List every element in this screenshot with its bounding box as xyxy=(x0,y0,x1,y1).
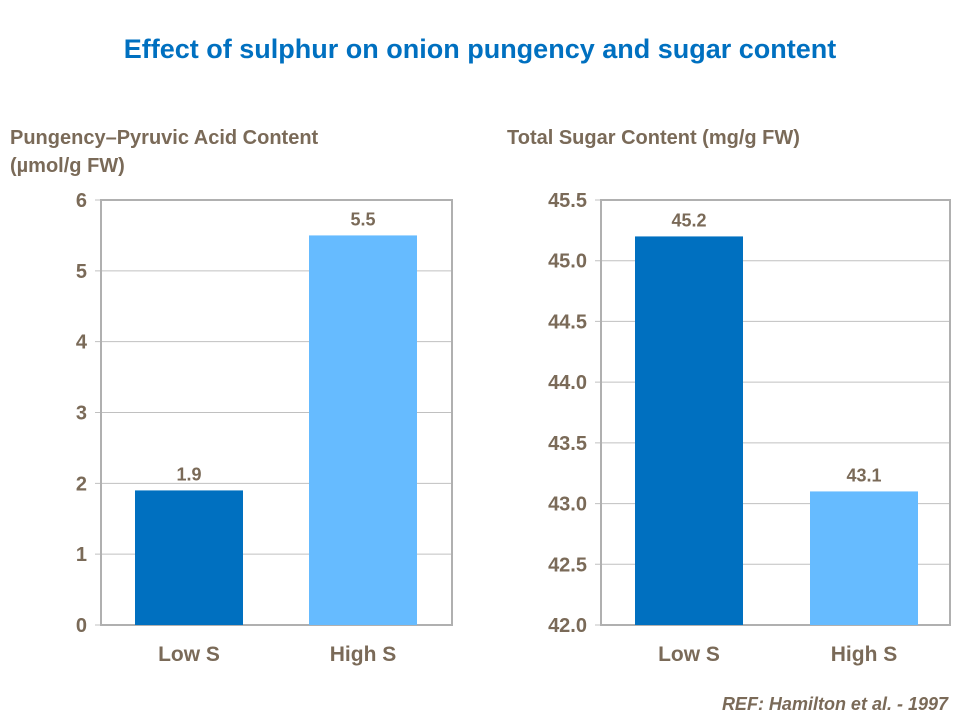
left-ytick-label: 4 xyxy=(76,332,88,354)
left-chart-ylabel: Pungency–Pyruvic Acid Content (µmol/g FW… xyxy=(10,124,318,180)
right-ylabel-line1: Total Sugar Content (mg/g FW) xyxy=(507,127,800,149)
left-ytick-label: 2 xyxy=(76,473,87,495)
right-bar-high-s xyxy=(810,491,918,625)
left-bar-low-s xyxy=(135,490,243,625)
left-ylabel-line2: (µmol/g FW) xyxy=(10,155,125,177)
right-data-label: 43.1 xyxy=(846,465,881,485)
left-ytick-label: 6 xyxy=(76,190,87,212)
right-xtick-label: High S xyxy=(831,643,898,666)
right-chart-ylabel: Total Sugar Content (mg/g FW) xyxy=(507,124,800,152)
left-xtick-label: High S xyxy=(330,643,397,666)
right-ytick-label: 43.0 xyxy=(548,494,587,516)
left-data-label: 5.5 xyxy=(350,209,375,229)
left-ytick-label: 5 xyxy=(76,261,87,283)
right-xtick-label: Low S xyxy=(658,643,720,666)
left-ytick-label: 1 xyxy=(76,544,87,566)
reference-note: REF: Hamilton et al. - 1997 xyxy=(721,694,948,714)
left-bar-high-s xyxy=(309,235,417,625)
left-plot-frame xyxy=(100,199,453,626)
left-ytick-label: 0 xyxy=(76,615,87,637)
right-ytick-label: 42.5 xyxy=(548,554,587,576)
right-bar-low-s xyxy=(635,236,743,625)
left-xtick-label: Low S xyxy=(158,643,220,666)
slide-title: Effect of sulphur on onion pungency and … xyxy=(123,34,837,64)
right-data-label: 45.2 xyxy=(671,210,706,230)
right-ytick-label: 44.0 xyxy=(548,372,587,394)
left-ylabel-line1: Pungency–Pyruvic Acid Content xyxy=(10,127,319,149)
left-data-label: 1.9 xyxy=(176,464,201,484)
right-ytick-label: 45.5 xyxy=(548,190,587,212)
right-ytick-label: 45.0 xyxy=(548,251,587,273)
right-ytick-label: 44.5 xyxy=(548,311,587,333)
right-plot-frame xyxy=(600,199,951,626)
right-ytick-label: 42.0 xyxy=(548,615,587,637)
left-ytick-label: 3 xyxy=(76,403,87,425)
right-ytick-label: 43.5 xyxy=(548,433,587,455)
